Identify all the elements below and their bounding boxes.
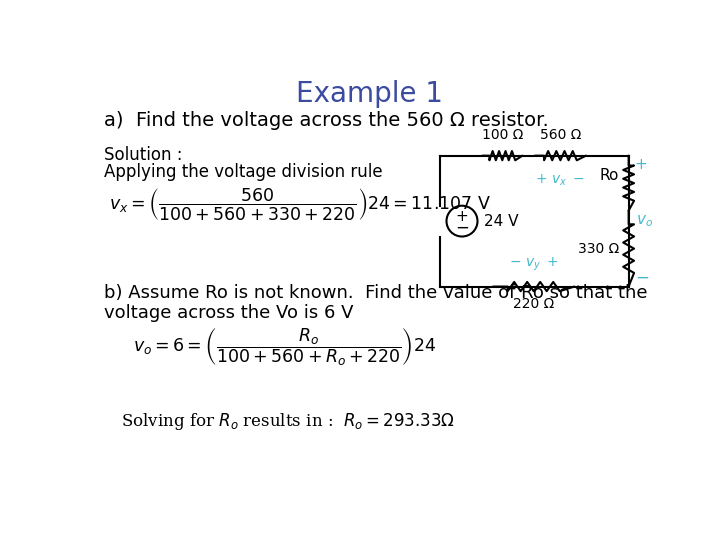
Text: 100 Ω: 100 Ω <box>482 128 523 142</box>
Text: $+\ v_x\ -$: $+\ v_x\ -$ <box>536 173 585 188</box>
Text: $v_o$: $v_o$ <box>636 213 654 229</box>
Text: Example 1: Example 1 <box>295 80 443 108</box>
Text: Solving for $R_o$ results in :  $R_o = 293.33\Omega$: Solving for $R_o$ results in : $R_o = 29… <box>121 411 455 433</box>
Text: Solution :: Solution : <box>104 146 182 164</box>
Text: a)  Find the voltage across the 560 Ω resistor.: a) Find the voltage across the 560 Ω res… <box>104 111 549 130</box>
Text: +: + <box>635 157 647 172</box>
Text: Applying the voltage division rule: Applying the voltage division rule <box>104 164 382 181</box>
Text: Ro: Ro <box>600 168 619 183</box>
Text: b) Assume Ro is not known.  Find the value of Ro so that the: b) Assume Ro is not known. Find the valu… <box>104 284 647 302</box>
Text: −: − <box>455 218 469 237</box>
Text: $v_x = \left(\dfrac{560}{100+560+330+220}\right)24 = 11.107\ \mathrm{V}$: $v_x = \left(\dfrac{560}{100+560+330+220… <box>109 186 492 222</box>
Text: +: + <box>456 209 469 224</box>
Text: $v_o = 6 = \left(\dfrac{R_o}{100+560+R_o+220}\right)24$: $v_o = 6 = \left(\dfrac{R_o}{100+560+R_o… <box>132 327 436 368</box>
Text: 220 Ω: 220 Ω <box>513 298 554 312</box>
Text: 24 V: 24 V <box>484 214 518 228</box>
Text: 330 Ω: 330 Ω <box>578 241 619 255</box>
Text: 560 Ω: 560 Ω <box>540 128 581 142</box>
Text: $-\ v_y\ +$: $-\ v_y\ +$ <box>509 255 559 273</box>
Text: voltage across the Vo is 6 V: voltage across the Vo is 6 V <box>104 303 354 321</box>
Text: −: − <box>635 268 649 286</box>
